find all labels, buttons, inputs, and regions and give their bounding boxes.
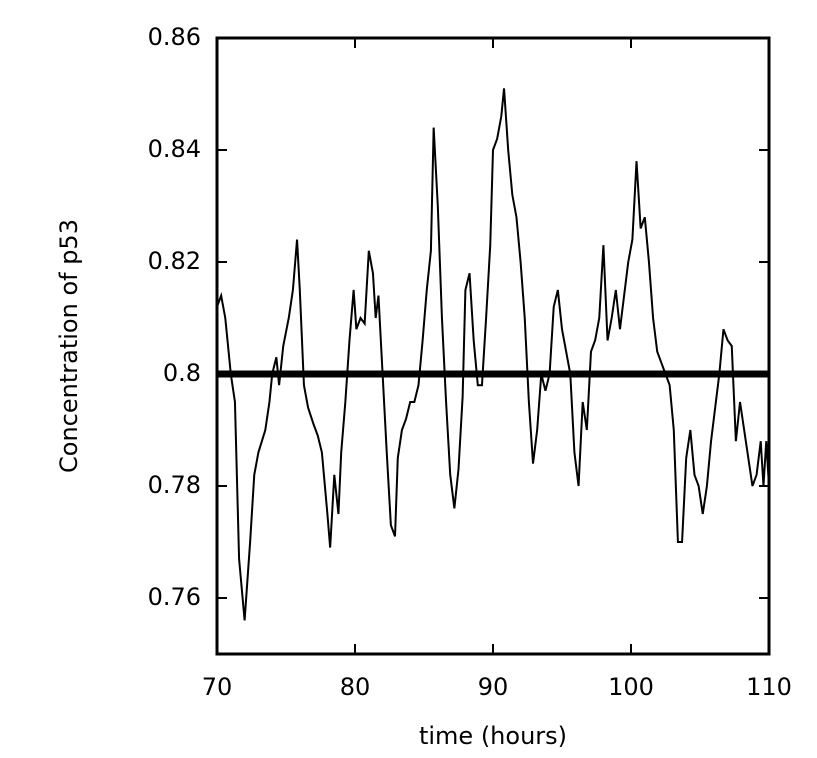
x-tick-label: 100 [608,673,654,701]
x-tick-label: 90 [478,673,509,701]
x-tick-label: 80 [340,673,371,701]
y-tick-label: 0.84 [148,135,201,163]
x-tick-label: 70 [202,673,233,701]
y-tick-label: 0.86 [148,23,201,51]
data-line [216,88,770,621]
y-tick-label: 0.78 [148,471,201,499]
y-tick-label: 0.76 [148,583,201,611]
y-axis-label: Concentration of p53 [55,219,83,473]
y-tick-label: 0.8 [163,359,201,387]
plot-frame [215,36,771,656]
x-tick-label: 110 [746,673,792,701]
x-axis-label: time (hours) [419,722,567,750]
y-tick-label: 0.82 [148,247,201,275]
